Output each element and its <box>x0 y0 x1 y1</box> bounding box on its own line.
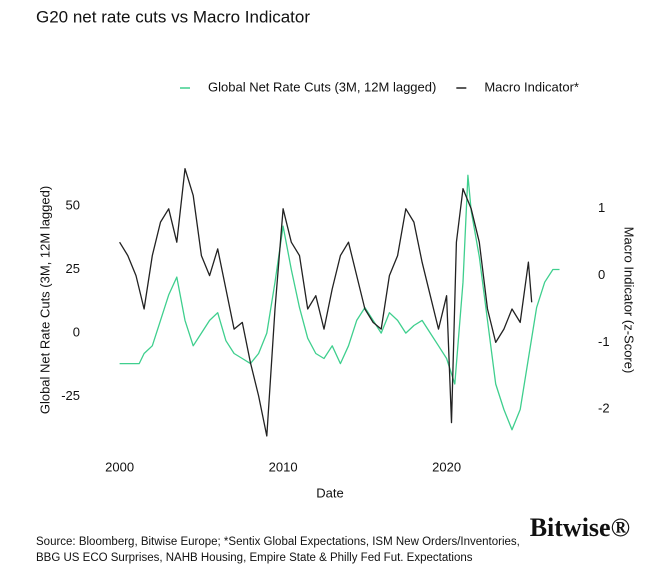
y2-tick-label: -1 <box>598 334 610 349</box>
x-tick-label: 2010 <box>269 459 298 474</box>
y2-tick-label: 1 <box>598 200 605 215</box>
x-axis-label: Date <box>316 485 343 500</box>
y-tick-label: 25 <box>66 261 80 276</box>
brand-logo: Bitwise® <box>530 513 630 542</box>
y2-tick-label: 0 <box>598 267 605 282</box>
chart-title: G20 net rate cuts vs Macro Indicator <box>36 7 310 26</box>
x-tick-label: 2000 <box>105 459 134 474</box>
x-tick-label: 2020 <box>432 459 461 474</box>
y2-axis-label: Macro Indicator (z-Score) <box>622 227 637 374</box>
y-tick-label: -25 <box>61 388 80 403</box>
source-note: Source: Bloomberg, Bitwise Europe; *Sent… <box>36 536 520 548</box>
legend-label: Global Net Rate Cuts (3M, 12M lagged) <box>208 79 436 94</box>
y-tick-label: 0 <box>73 325 80 340</box>
y2-tick-label: -2 <box>598 401 610 416</box>
y-tick-label: 50 <box>66 197 80 212</box>
series-line <box>119 168 533 437</box>
series-line <box>119 174 560 431</box>
y-axis-label: Global Net Rate Cuts (3M, 12M lagged) <box>37 186 52 414</box>
source-note: BBG US ECO Surprises, NAHB Housing, Empi… <box>36 552 473 564</box>
legend-label: Macro Indicator* <box>484 79 579 94</box>
